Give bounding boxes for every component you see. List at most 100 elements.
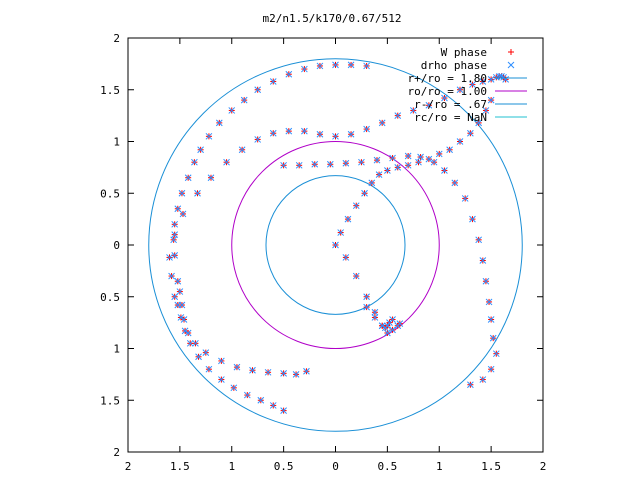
drho-phase-point: [218, 376, 225, 383]
drho-phase-point: [489, 334, 497, 342]
reference-circle-0: [148, 58, 523, 432]
drho-phase-point: [174, 277, 182, 285]
drho-phase-point: [171, 251, 179, 259]
drho-phase-point: [425, 155, 433, 163]
drho-phase-point: [479, 78, 487, 85]
drho-phase-point: [389, 326, 396, 334]
legend-label-5: rc/ro = NaN: [414, 111, 487, 124]
legend-label-0: W phase: [441, 46, 487, 59]
drho-phase-point: [389, 154, 396, 162]
data-points: [166, 61, 510, 414]
drho-phase-point: [332, 241, 339, 249]
drho-phase-point: [394, 112, 402, 119]
drho-phase-point: [451, 179, 459, 187]
y-axis-ticks: 2 1.5 1 0.5 0 0.5 1 1.5 2: [100, 32, 543, 459]
drho-phase-point: [482, 107, 490, 114]
drho-phase-point: [342, 254, 350, 261]
drho-phase-point: [404, 152, 412, 160]
drho-phase-point: [176, 288, 184, 295]
drho-phase-point: [347, 61, 355, 69]
x-tick-label: 1: [436, 460, 443, 473]
drho-phase-point: [186, 339, 194, 347]
x-tick-label: 0.5: [377, 460, 397, 473]
drho-phase-point: [475, 236, 483, 244]
drho-phase-point: [280, 161, 287, 169]
drho-phase-point: [384, 329, 391, 337]
drho-phase-point: [301, 65, 308, 73]
drho-phase-point: [469, 81, 476, 88]
drho-phase-point: [394, 164, 402, 171]
drho-phase-point: [326, 160, 334, 168]
drho-phase-point: [280, 407, 287, 414]
drho-phase-point: [487, 365, 495, 373]
y-tick-label: 2: [113, 446, 120, 459]
drho-phase-point: [404, 161, 412, 169]
drho-phase-point: [435, 150, 443, 158]
drho-phase-point: [363, 293, 370, 301]
drho-phase-point: [384, 322, 391, 330]
drho-phase-point: [171, 220, 179, 228]
legend-marker-0: [508, 49, 514, 55]
reference-circle-2: [265, 175, 406, 315]
drho-phase-point: [409, 107, 417, 114]
drho-phase-point: [233, 363, 241, 371]
drho-phase-point: [171, 293, 179, 301]
drho-phase-point: [177, 314, 185, 321]
drho-phase-point: [344, 215, 352, 223]
drho-phase-point: [502, 76, 510, 83]
drho-phase-point: [168, 272, 175, 280]
drho-phase-point: [475, 119, 483, 127]
legend-label-2: r+/ro = 1.80: [408, 72, 487, 85]
drho-phase-point: [485, 298, 493, 306]
drho-phase-point: [301, 127, 308, 135]
drho-phase-point: [223, 158, 230, 166]
drho-phase-point: [425, 101, 433, 109]
drho-phase-point: [396, 320, 404, 328]
drho-phase-point: [446, 146, 453, 154]
drho-phase-point: [467, 381, 474, 389]
drho-phase-point: [215, 119, 223, 127]
drho-phase-point: [375, 171, 383, 178]
drho-phase-point: [342, 159, 350, 167]
y-tick-label: 0: [113, 239, 120, 252]
drho-phase-point: [269, 402, 277, 409]
drho-phase-point: [194, 189, 201, 197]
drho-phase-point: [461, 195, 469, 202]
drho-phase-point: [254, 86, 262, 94]
x-tick-label: 2: [540, 460, 547, 473]
reference-circle-1: [231, 141, 440, 349]
drho-phase-point: [363, 62, 370, 70]
drho-phase-point: [492, 350, 500, 358]
drho-phase-point: [174, 205, 182, 213]
drho-phase-point: [479, 376, 487, 383]
drho-phase-point: [384, 167, 391, 174]
drho-phase-point: [456, 138, 464, 145]
drho-phase-point: [487, 316, 495, 323]
x-tick-label: 1.5: [481, 460, 501, 473]
legend-label-3: ro/ro = 1.00: [408, 85, 487, 98]
drho-phase-point: [166, 254, 173, 261]
drho-phase-point: [415, 158, 422, 166]
drho-phase-point: [178, 189, 186, 197]
y-tick-label: 1.5: [100, 84, 120, 97]
drho-phase-point: [191, 158, 198, 166]
drho-phase-point: [205, 365, 213, 373]
drho-phase-point: [218, 357, 225, 365]
drho-phase-point: [456, 86, 464, 94]
drho-phase-point: [332, 61, 339, 69]
drho-phase-point: [479, 257, 487, 264]
drho-phase-point: [303, 367, 310, 375]
x-tick-label: 2: [125, 460, 132, 473]
drho-phase-point: [347, 130, 355, 138]
drho-phase-point: [352, 202, 360, 210]
drho-phase-point: [184, 329, 192, 337]
drho-phase-point: [269, 78, 277, 85]
drho-phase-point: [441, 167, 448, 174]
drho-phase-point: [482, 277, 490, 285]
y-tick-label: 2: [113, 32, 120, 45]
drho-phase-point: [373, 156, 381, 164]
drho-phase-point: [292, 371, 300, 378]
legend-label-1: drho phase: [421, 59, 487, 72]
drho-phase-point: [181, 327, 189, 335]
